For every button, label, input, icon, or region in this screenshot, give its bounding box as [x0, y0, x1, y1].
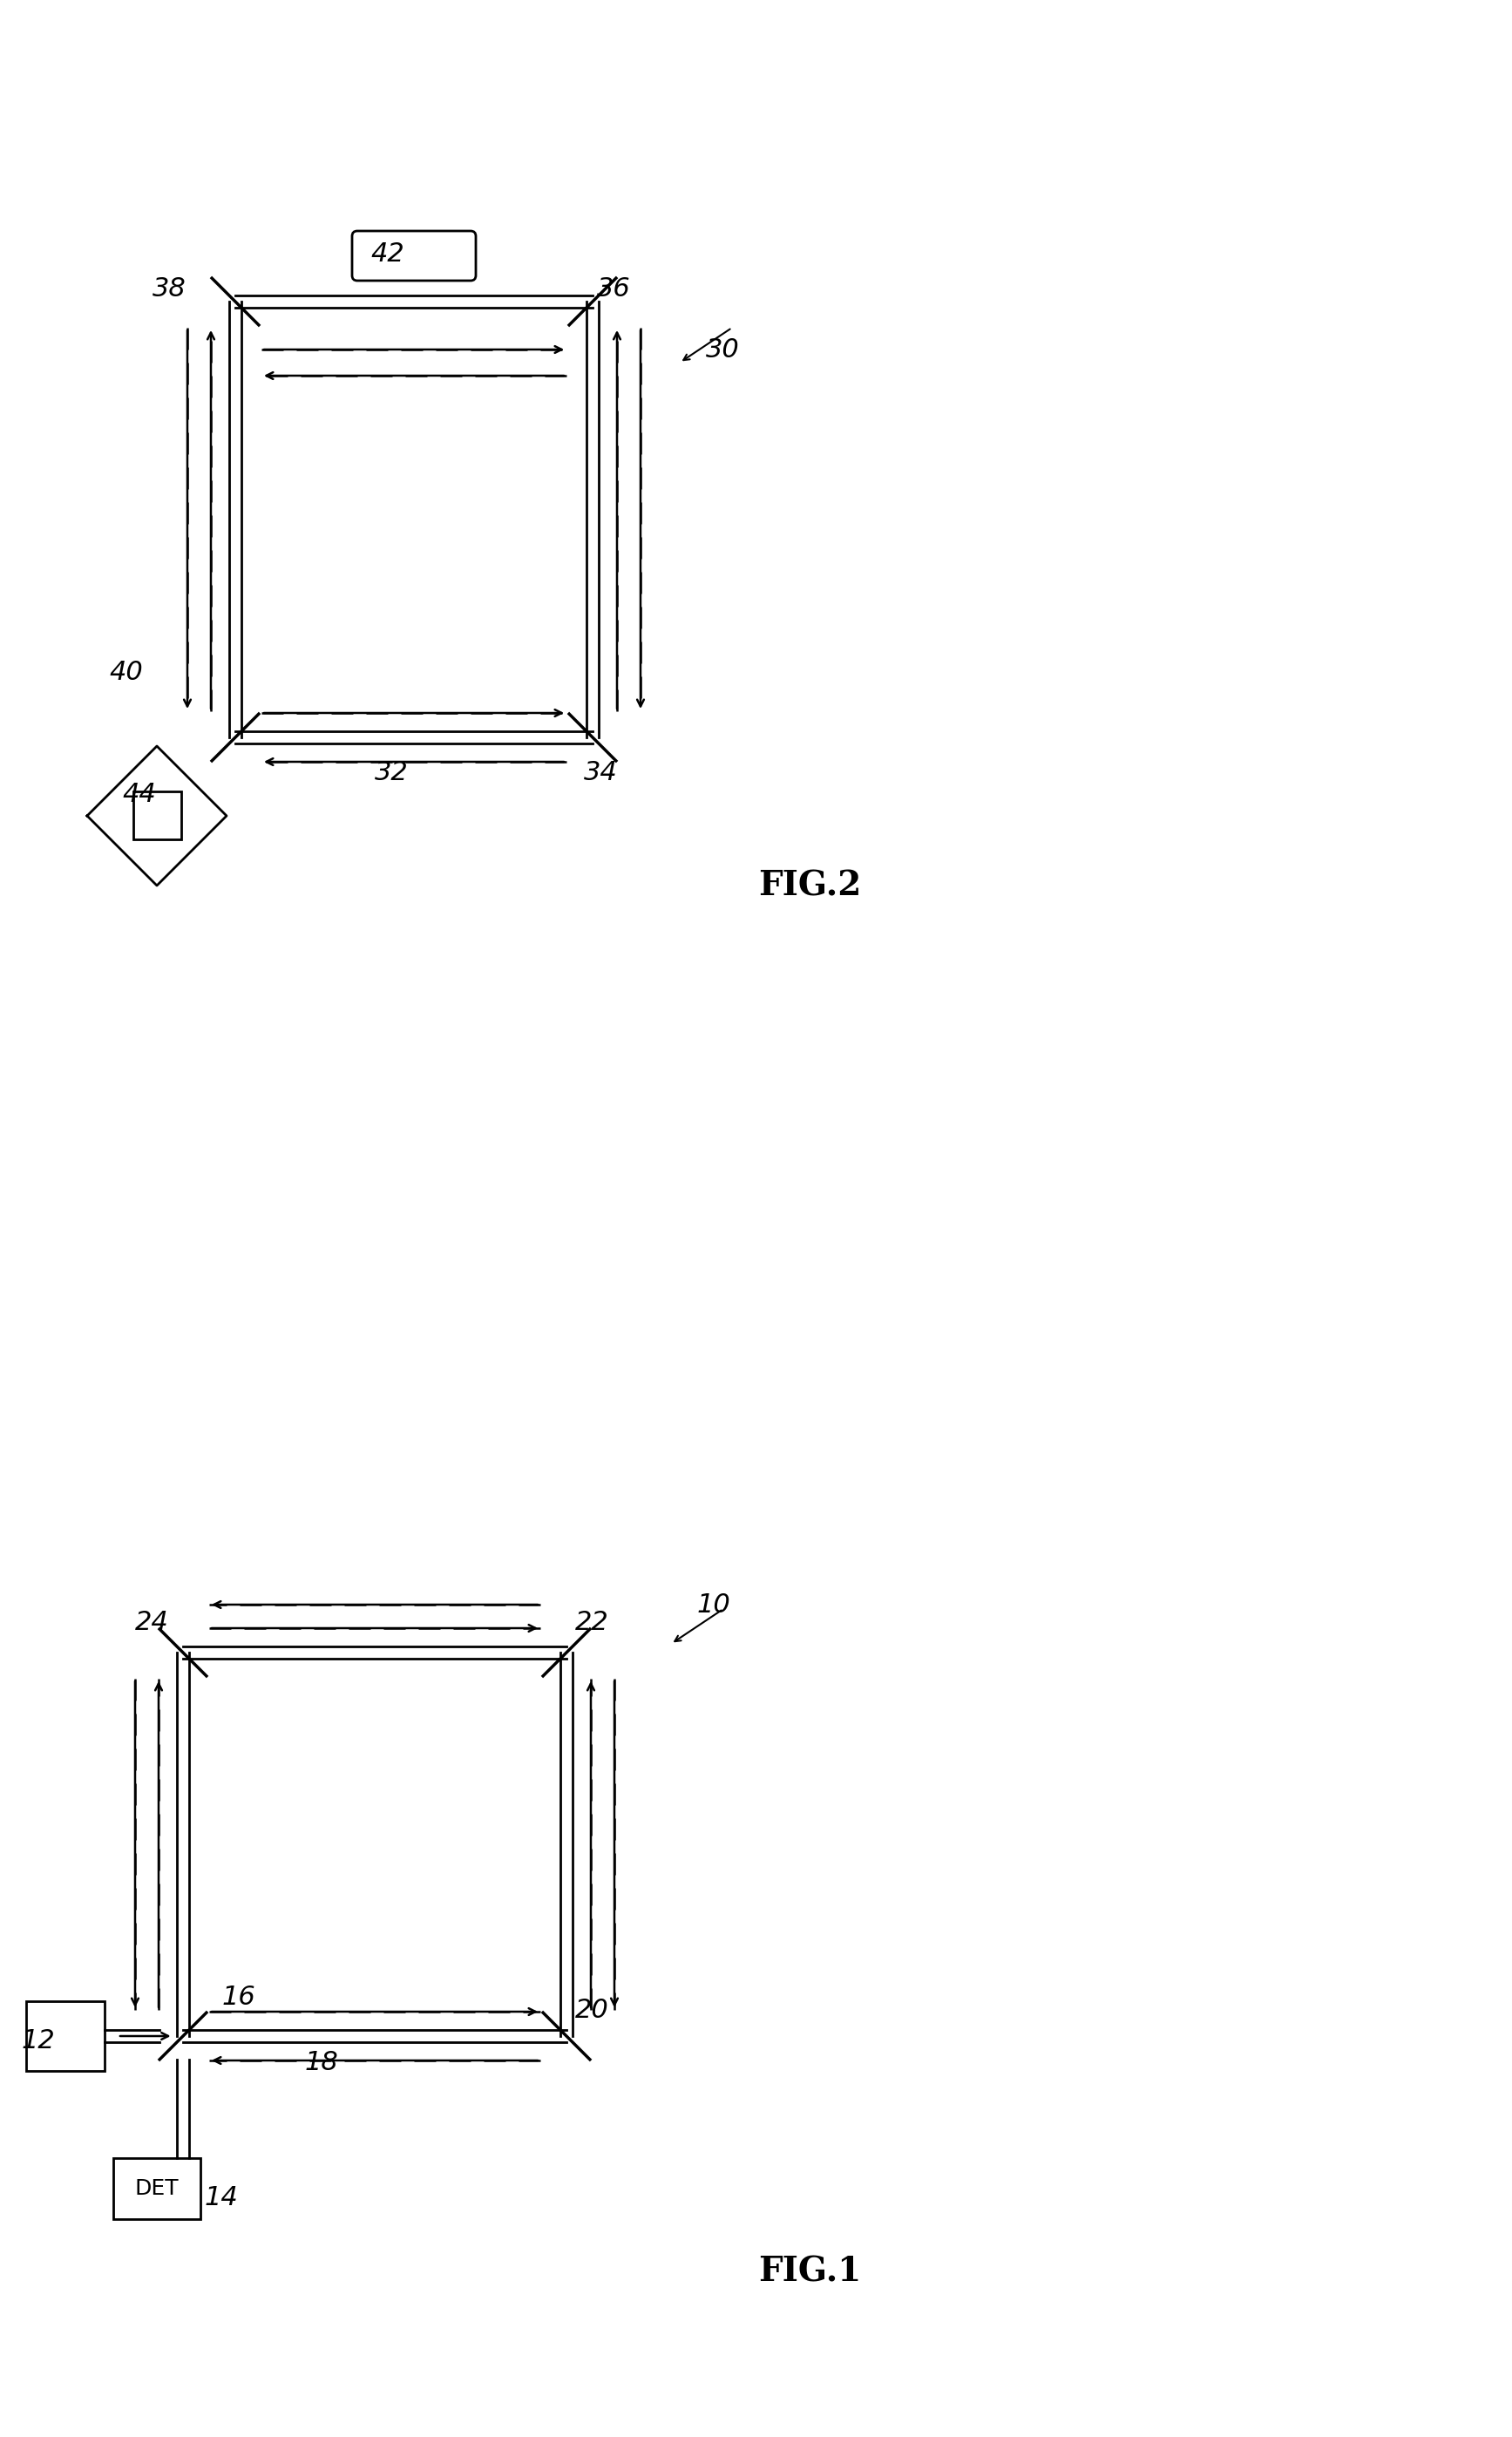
- Text: 38: 38: [153, 275, 186, 302]
- Text: 44: 44: [122, 782, 156, 807]
- Text: FIG.1: FIG.1: [758, 2257, 862, 2288]
- Text: 36: 36: [597, 275, 631, 302]
- Text: DET: DET: [135, 2179, 178, 2198]
- Text: 22: 22: [575, 1611, 609, 1635]
- Text: 12: 12: [21, 2028, 56, 2054]
- Text: 30: 30: [706, 336, 739, 363]
- Text: 14: 14: [204, 2186, 239, 2210]
- Bar: [113, 2159, 201, 2220]
- Text: 16: 16: [222, 1984, 256, 2011]
- Bar: [133, 792, 181, 838]
- Text: 32: 32: [375, 760, 408, 785]
- Text: 42: 42: [370, 241, 404, 266]
- Text: 10: 10: [697, 1591, 730, 1618]
- FancyBboxPatch shape: [352, 232, 476, 280]
- Text: 18: 18: [305, 2050, 339, 2076]
- Bar: [26, 2001, 104, 2071]
- Text: 34: 34: [584, 760, 618, 785]
- Text: 20: 20: [575, 1998, 609, 2023]
- Text: 40: 40: [109, 660, 142, 685]
- Text: FIG.2: FIG.2: [758, 870, 862, 904]
- Text: 24: 24: [135, 1611, 169, 1635]
